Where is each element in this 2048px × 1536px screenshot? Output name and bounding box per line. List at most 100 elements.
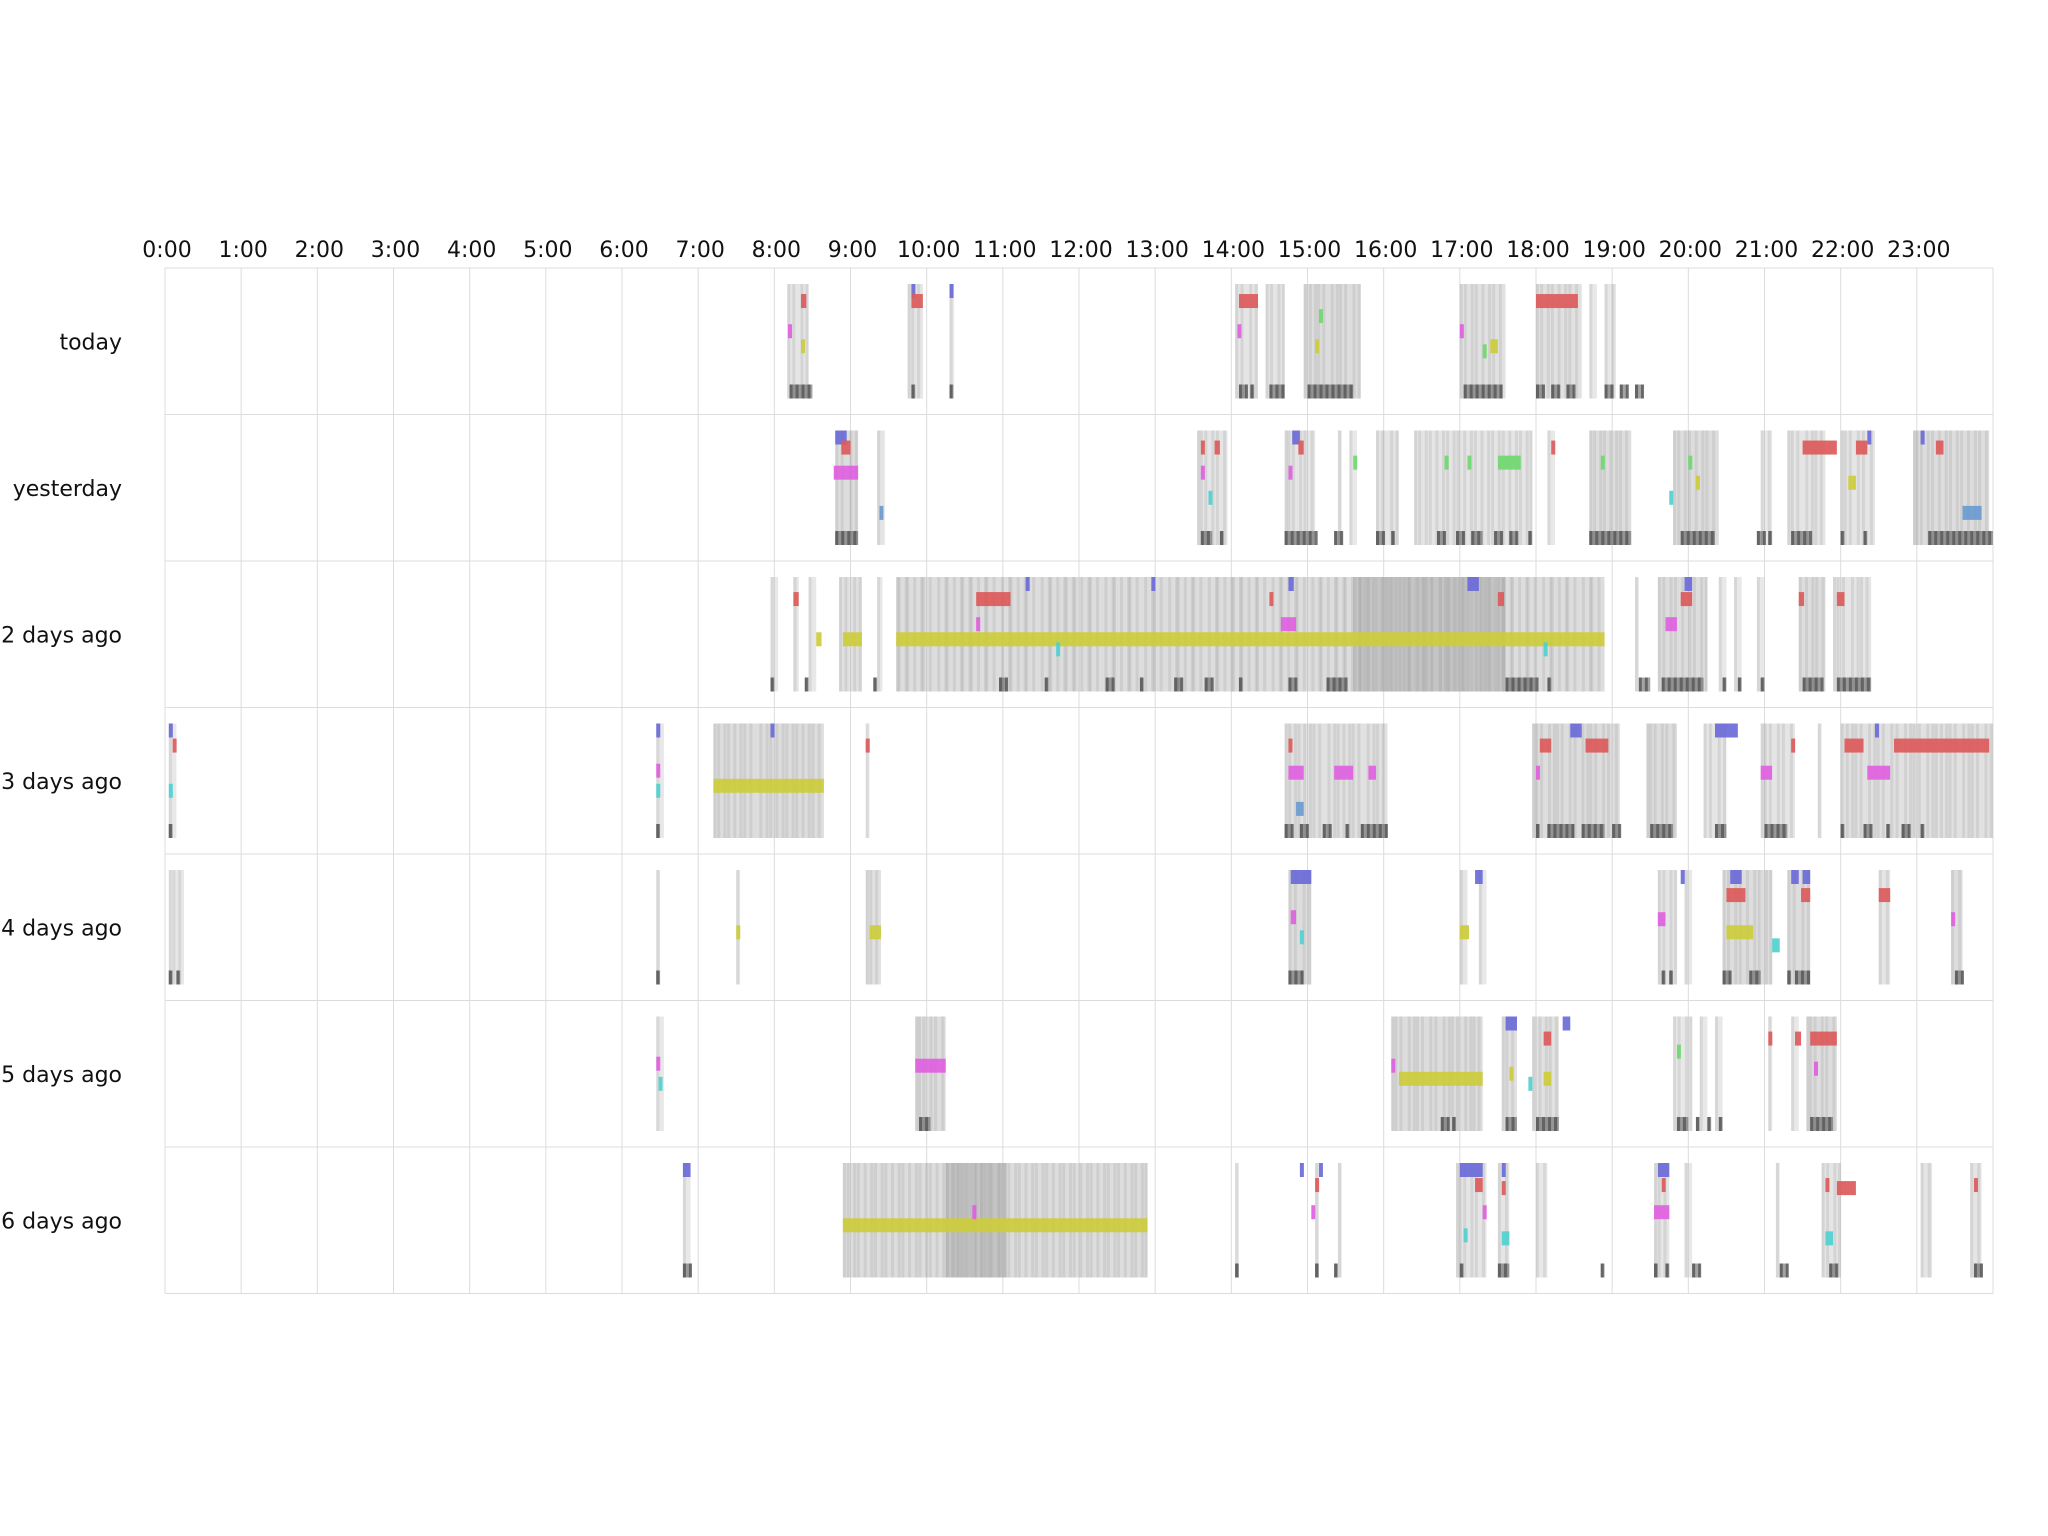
activity-tick-bar: [1542, 384, 1545, 399]
activity-tick-bar: [1139, 677, 1143, 692]
session-streak: [1826, 1163, 1830, 1278]
session-streak: [1303, 723, 1307, 838]
activity-tick-bar: [1572, 384, 1576, 399]
activity-tick: [1322, 824, 1332, 838]
session-block: [1760, 430, 1773, 545]
session-block: [1589, 284, 1597, 399]
activity-tick: [1695, 1117, 1700, 1131]
event-marker-magenta: [1288, 765, 1304, 780]
session-streak: [877, 430, 881, 545]
activity-tick-bar: [1682, 1117, 1686, 1131]
activity-tick-bar: [1737, 677, 1741, 692]
session-streak: [911, 284, 915, 399]
session-streak: [1977, 1163, 1981, 1278]
activity-tick-bar: [1599, 824, 1603, 838]
activity-tick: [1760, 677, 1765, 692]
activity-tick-bar: [1901, 824, 1905, 838]
activity-tick-bar: [1604, 384, 1608, 399]
session-streak: [1501, 430, 1505, 545]
x-tick-label: 13:00: [1125, 238, 1188, 263]
activity-tick: [656, 970, 661, 985]
event-marker-blue: [168, 723, 173, 738]
x-tick-label: 5:00: [523, 238, 572, 263]
x-tick-label: 22:00: [1811, 238, 1874, 263]
event-marker-red: [865, 738, 870, 753]
session-streak: [907, 284, 911, 399]
event-marker-cyan: [1463, 1228, 1468, 1243]
session-streak: [1811, 577, 1815, 692]
event-marker-yellowgreen: [800, 339, 805, 354]
session-streak: [1297, 723, 1301, 838]
session-fill: [915, 1016, 946, 1131]
event-marker-cyan: [1208, 490, 1213, 505]
session-fill: [1589, 284, 1597, 399]
activity-tick-bar: [1493, 384, 1497, 399]
session-streak: [1480, 430, 1484, 545]
session-fill: [1760, 430, 1773, 545]
session-fill: [1703, 723, 1727, 838]
activity-tick-bar: [1946, 531, 1950, 545]
activity-tick-bg: [1692, 1263, 1700, 1278]
session-streak: [1948, 723, 1952, 838]
session-streak: [1287, 430, 1291, 545]
session-streak: [1845, 723, 1849, 838]
activity-tick-bar: [1499, 384, 1503, 399]
activity-tick-bar: [1650, 824, 1654, 838]
activity-tick-bar: [1313, 384, 1317, 399]
session-streak: [1543, 1163, 1547, 1278]
activity-tick-bar: [1378, 824, 1382, 838]
activity-tick-bar: [1886, 824, 1890, 838]
session-streak: [1926, 723, 1930, 838]
activity-tick: [835, 531, 859, 545]
session-fill: [1775, 1163, 1780, 1278]
session-streak: [1984, 723, 1988, 838]
axis-labels: 0:00 1:00 2:00 3:00 4:00 5:00 6:00 7:00 8:00 9:00…: [1, 238, 1950, 1234]
x-tick-label: 17:00: [1430, 238, 1493, 263]
activity-tick: [1612, 824, 1622, 838]
event-marker-blue: [1680, 870, 1685, 884]
activity-tick: [1749, 970, 1761, 985]
session-block: [1456, 1163, 1487, 1278]
activity-tick: [682, 1263, 692, 1278]
session-streak: [1293, 723, 1297, 838]
activity-tick-bar: [1372, 824, 1376, 838]
session-streak: [1960, 430, 1964, 545]
session-fill: [1589, 430, 1632, 545]
session-streak: [656, 1016, 660, 1131]
session-streak: [1768, 723, 1772, 838]
session-streak: [1796, 430, 1800, 545]
session-fill: [1536, 1163, 1548, 1278]
activity-tick-bar: [1840, 824, 1844, 838]
activity-tick: [1714, 824, 1727, 838]
activity-tick-bg: [1581, 824, 1605, 838]
activity-tick-bg: [1494, 531, 1502, 545]
activity-tick: [1787, 970, 1792, 985]
session-streak: [1810, 430, 1814, 545]
activity-tick-bg: [1334, 531, 1342, 545]
session-streak: [1806, 1016, 1810, 1131]
session-streak: [1322, 284, 1326, 399]
activity-tick-bar: [1785, 1263, 1789, 1278]
event-marker-blue: [1505, 1016, 1517, 1031]
event-marker-blue: [1562, 1016, 1571, 1031]
session-streak: [1836, 577, 1840, 692]
session-streak: [1529, 430, 1533, 545]
session-streak: [1349, 430, 1353, 545]
session-fill: [877, 430, 885, 545]
event-marker-yellowgreen: [896, 632, 1605, 647]
activity-tick: [804, 677, 809, 692]
activity-tick: [1604, 384, 1614, 399]
activity-tick-bg: [1779, 1263, 1788, 1278]
activity-tick-bar: [1587, 824, 1591, 838]
session-block: [656, 870, 661, 985]
activity-tick-bg: [1749, 970, 1761, 985]
event-marker-yellowgreen: [1490, 339, 1498, 354]
activity-tick-bar: [1619, 531, 1623, 545]
activity-tick-bar: [1288, 970, 1292, 985]
activity-tick-bar: [1174, 677, 1178, 692]
activity-tick: [1345, 824, 1350, 838]
activity-tick-bar: [1820, 677, 1824, 692]
activity-tick: [1440, 1117, 1450, 1131]
activity-tick-bar: [1244, 384, 1248, 399]
event-marker-red: [1539, 738, 1552, 753]
